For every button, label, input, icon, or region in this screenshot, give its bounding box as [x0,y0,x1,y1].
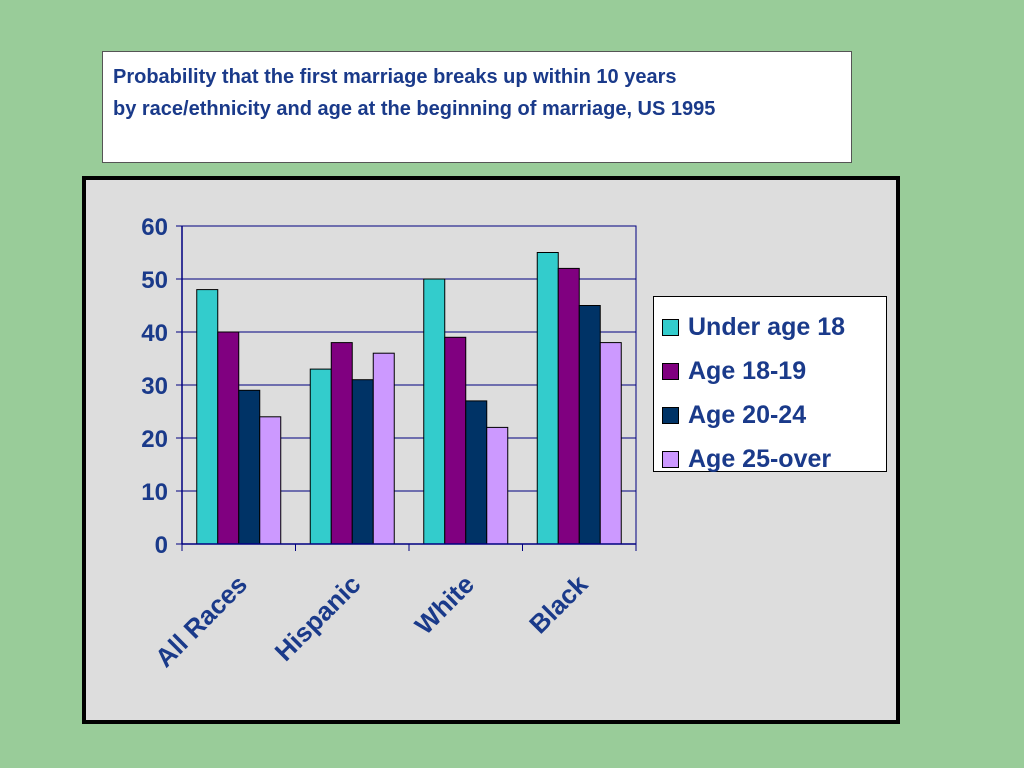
y-tick-label-50: 50 [141,267,168,294]
chart-title-box: Probability that the first marriage brea… [102,51,852,163]
bar-white-age-20-24 [465,400,488,545]
chart-frame: 0 10 20 30 40 50 60 All Races Hispanic White Blac… [82,176,900,724]
legend-label-under-18: Under age 18 [688,312,846,341]
legend-swatch-under-18 [662,318,679,336]
y-tick-label-10: 10 [141,479,168,506]
y-tick-label-20: 20 [141,426,168,453]
bar-all-races-age-18-19 [217,331,240,545]
y-tick-label-30: 30 [141,373,168,400]
legend-swatch-20-24 [662,406,679,424]
chart-title-line-2: by race/ethnicity and age at the beginni… [113,98,716,120]
bar-chart: 0 10 20 30 40 50 60 All Races Hispanic White Blac… [141,214,637,673]
legend-item-20-24: Age 20-24 [662,393,886,437]
axes [176,225,637,551]
bar-all-races-age-20-24 [238,389,261,545]
bar-hispanic-age-20-24 [351,379,374,545]
legend-item-under-18: Under age 18 [662,305,886,349]
legend-swatch-18-19 [662,362,679,380]
legend: Under age 18 Age 18-19 Age 20-24 Age 25-… [653,296,887,473]
x-category-label-all-races: All Races [149,569,253,673]
bar-hispanic-under-age-18 [309,368,332,545]
bar-black-under-age-18 [536,252,559,545]
bar-black-age-25-over [599,342,622,545]
y-tick-labels: 0 10 20 30 40 50 60 [141,214,168,559]
legend-item-25-over: Age 25-over [662,437,886,481]
bar-black-age-20-24 [578,305,601,545]
bar-hispanic-age-18-19 [330,342,353,545]
bar-all-races-age-25-over [259,416,282,545]
x-category-label-white: White [409,569,480,640]
x-category-label-black: Black [523,569,594,640]
chart-title-line-1: Probability that the first marriage brea… [113,66,677,88]
y-tick-label-60: 60 [141,214,168,241]
x-category-labels: All Races Hispanic White Black [149,569,594,673]
x-category-label-hispanic: Hispanic [269,569,367,667]
legend-label-25-over: Age 25-over [688,444,832,473]
bar-all-races-under-age-18 [196,289,219,545]
bar-hispanic-age-25-over [372,352,395,545]
legend-swatch-25-over [662,450,679,468]
bar-black-age-18-19 [557,267,580,545]
legend-item-18-19: Age 18-19 [662,349,886,393]
bar-white-under-age-18 [423,278,446,545]
bar-white-age-18-19 [444,336,467,545]
bar-white-age-25-over [486,426,509,545]
y-tick-label-0: 0 [155,532,168,559]
y-tick-label-40: 40 [141,320,168,347]
legend-label-20-24: Age 20-24 [688,400,807,429]
bars [196,252,622,545]
legend-label-18-19: Age 18-19 [688,356,807,385]
